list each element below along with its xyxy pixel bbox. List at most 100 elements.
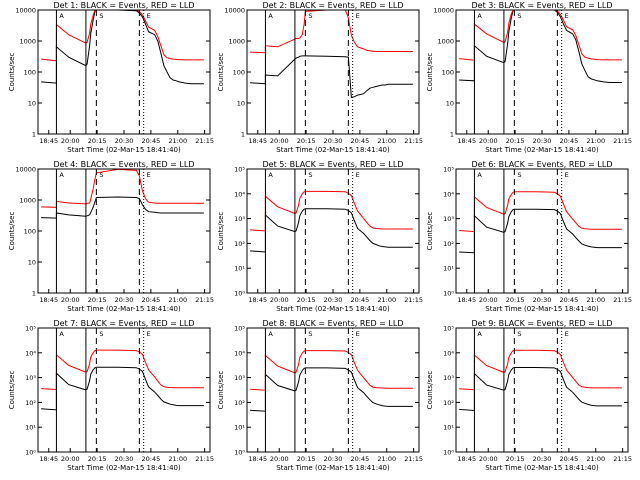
y-tick-label: 10⁰ — [443, 290, 454, 298]
marker-a: A — [477, 12, 482, 20]
x-tick-label: 21:00 — [377, 296, 396, 304]
x-tick-label: 21:15 — [613, 137, 632, 145]
x-tick-label: 20:00 — [270, 296, 289, 304]
panel-title: Det 4: BLACK = Events, RED = LLD — [54, 160, 195, 169]
y-axis-label: Counts/sec — [217, 212, 225, 251]
marker-e: E — [147, 171, 151, 179]
y-tick-label: 1000 — [437, 38, 454, 46]
y-tick-label: 10⁴ — [25, 349, 36, 357]
series-lld — [250, 350, 413, 391]
marker-s: S — [99, 12, 103, 20]
series-lld — [459, 349, 622, 391]
y-tick-label: 10000 — [15, 7, 36, 15]
y-tick-label: 10000 — [15, 166, 36, 174]
x-tick-label: 21:00 — [168, 137, 187, 145]
marker-e: E — [147, 330, 151, 338]
marker-a: A — [268, 12, 273, 20]
x-tick-label: 21:15 — [404, 137, 423, 145]
y-tick-label: 10000 — [433, 7, 454, 15]
x-tick-label: 21:15 — [613, 455, 632, 463]
y-tick-label: 1 — [450, 131, 454, 139]
x-tick-label: 18:45 — [248, 137, 267, 145]
x-tick-label: 20:15 — [88, 137, 107, 145]
x-axis-label: Start Time (02-Mar-15 18:41:40) — [276, 464, 390, 472]
x-tick-label: 21:00 — [377, 455, 396, 463]
y-tick-label: 10² — [234, 399, 245, 407]
marker-a: A — [477, 330, 482, 338]
marker-e: E — [565, 330, 569, 338]
detector-panel-4: Det 4: BLACK = Events, RED = LLD A S E 1 10 10… — [8, 160, 214, 313]
y-tick-label: 10000 — [224, 7, 245, 15]
panel-title: Det 7: BLACK = Events, RED = LLD — [54, 319, 195, 328]
x-axis-label: Start Time (02-Mar-15 18:41:40) — [276, 305, 390, 313]
y-tick-label: 10 — [28, 100, 36, 108]
x-tick-label: 20:15 — [506, 296, 525, 304]
series-events — [459, 367, 622, 412]
marker-s: S — [99, 330, 103, 338]
y-tick-label: 10¹ — [234, 265, 245, 273]
series-events — [250, 208, 413, 253]
y-tick-label: 10⁴ — [443, 349, 454, 357]
marker-a: A — [477, 171, 482, 179]
plot-frame — [455, 327, 629, 453]
panel-title: Det 1: BLACK = Events, RED = LLD — [54, 1, 195, 10]
detector-panel-9: Det 9: BLACK = Events, RED = LLD A S E 10⁰ 10… — [426, 319, 632, 472]
x-tick-label: 20:30 — [115, 455, 134, 463]
marker-s: S — [99, 171, 103, 179]
y-tick-label: 100 — [442, 69, 454, 77]
y-axis-label: Counts/sec — [426, 371, 434, 410]
panel-title: Det 8: BLACK = Events, RED = LLD — [263, 319, 404, 328]
series-events — [459, 10, 622, 83]
x-axis-label: Start Time (02-Mar-15 18:41:40) — [67, 146, 181, 154]
series-events — [459, 208, 622, 254]
x-tick-label: 20:45 — [351, 455, 370, 463]
y-tick-label: 10 — [237, 100, 245, 108]
panel-title: Det 3: BLACK = Events, RED = LLD — [472, 1, 613, 10]
y-axis-label: Counts/sec — [426, 53, 434, 92]
y-tick-label: 10⁴ — [443, 190, 454, 198]
series-lld — [459, 191, 622, 233]
y-tick-label: 10⁰ — [25, 449, 36, 457]
x-tick-label: 20:45 — [560, 455, 579, 463]
x-tick-label: 21:00 — [586, 455, 605, 463]
y-tick-label: 10¹ — [234, 424, 245, 432]
plot-frame — [246, 168, 420, 294]
y-tick-label: 10⁵ — [443, 325, 454, 333]
x-tick-label: 21:00 — [586, 137, 605, 145]
x-tick-label: 21:00 — [586, 296, 605, 304]
y-tick-label: 10⁰ — [234, 449, 245, 457]
detector-panel-3: Det 3: BLACK = Events, RED = LLD A S E 1 10 10… — [426, 1, 632, 154]
x-tick-label: 20:15 — [297, 137, 316, 145]
x-tick-label: 20:00 — [479, 455, 498, 463]
x-tick-label: 20:00 — [479, 296, 498, 304]
x-tick-label: 20:30 — [533, 137, 552, 145]
marker-s: S — [308, 171, 312, 179]
x-axis-label: Start Time (02-Mar-15 18:41:40) — [485, 305, 599, 313]
detector-panel-8: Det 8: BLACK = Events, RED = LLD A S E 10⁰ 10… — [217, 319, 423, 472]
series-lld — [41, 169, 204, 208]
plot-frame — [37, 327, 211, 453]
x-tick-label: 21:00 — [168, 296, 187, 304]
x-tick-label: 21:15 — [404, 455, 423, 463]
y-axis-label: Counts/sec — [8, 212, 16, 251]
x-tick-label: 18:45 — [39, 296, 58, 304]
marker-a: A — [268, 330, 273, 338]
y-axis-label: Counts/sec — [8, 53, 16, 92]
x-tick-label: 20:15 — [297, 296, 316, 304]
x-tick-label: 20:00 — [61, 137, 80, 145]
y-tick-label: 10³ — [443, 374, 454, 382]
x-axis-label: Start Time (02-Mar-15 18:41:40) — [485, 146, 599, 154]
detector-panel-5: Det 5: BLACK = Events, RED = LLD A S E 10⁰ 10… — [217, 160, 423, 313]
x-tick-label: 21:00 — [168, 455, 187, 463]
x-tick-label: 18:45 — [248, 455, 267, 463]
detector-panel-1: Det 1: BLACK = Events, RED = LLD A S E 1 10 10… — [8, 1, 214, 154]
x-tick-label: 20:30 — [324, 296, 343, 304]
y-tick-label: 10³ — [25, 374, 36, 382]
plot-frame — [455, 168, 629, 294]
marker-a: A — [59, 12, 64, 20]
series-events — [41, 196, 204, 219]
marker-s: S — [308, 12, 312, 20]
x-tick-label: 18:45 — [457, 137, 476, 145]
marker-a: A — [59, 171, 64, 179]
